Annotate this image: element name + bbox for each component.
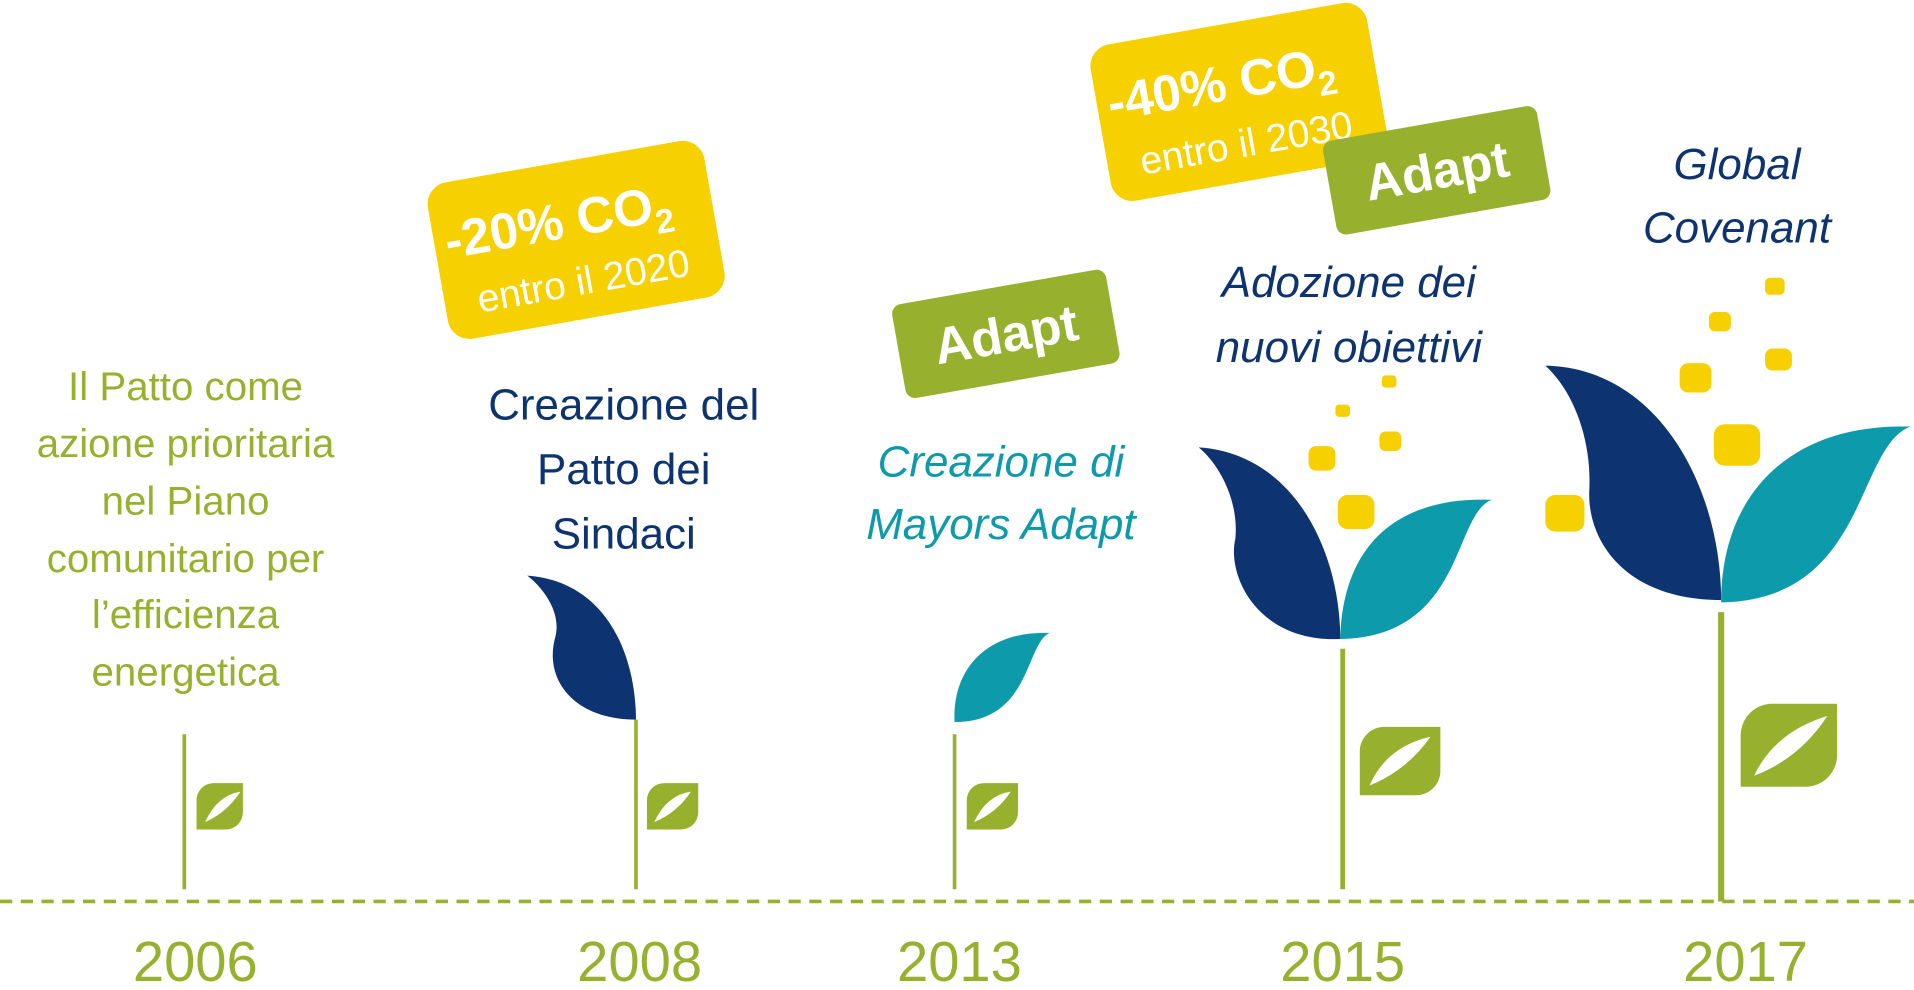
description: Covenant (1643, 203, 1833, 252)
year: 2008 (577, 930, 702, 990)
description: Creazione di (878, 438, 1126, 487)
year: 2017 (1683, 930, 1808, 990)
year: 2013 (897, 930, 1022, 990)
leaf-icon (1741, 704, 1837, 787)
leaf (954, 633, 1049, 722)
description: l’efficienza (92, 592, 280, 637)
leaf-icon (1360, 727, 1441, 795)
description: Global (1673, 140, 1801, 189)
timeline: -20% CO2 entro il 2020 -40% CO2 entro il… (0, 0, 1914, 990)
description: Patto dei (537, 445, 710, 494)
leaf-icon (197, 783, 243, 829)
leaf-icon (967, 783, 1018, 829)
description: Creazione del (488, 380, 759, 429)
leaf (1199, 447, 1341, 639)
leaf-icon (647, 783, 698, 829)
year: 2015 (1280, 930, 1405, 990)
description: azione prioritaria (37, 421, 335, 466)
leaf (1545, 366, 1721, 600)
description: nuovi obiettivi (1216, 323, 1483, 372)
adapt-badge: Adapt (891, 268, 1122, 399)
description: Sindaci (552, 510, 696, 559)
year: 2006 (133, 930, 258, 990)
leaf (527, 576, 636, 720)
description: Adozione dei (1219, 258, 1477, 307)
description: energetica (92, 649, 281, 694)
description: Il Patto come (68, 364, 303, 409)
description: nel Piano (102, 479, 270, 524)
particles (1309, 278, 1792, 532)
target-badge: -20% CO2 entro il 2020 (424, 137, 728, 342)
description: Mayors Adapt (866, 500, 1137, 549)
description: comunitario per (47, 536, 325, 581)
